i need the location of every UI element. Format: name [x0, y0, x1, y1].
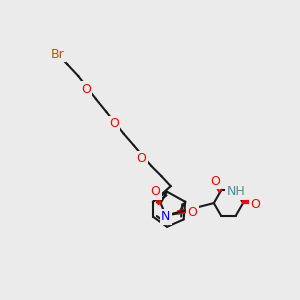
Text: O: O [81, 82, 91, 96]
Text: O: O [188, 206, 197, 219]
Text: O: O [250, 198, 260, 211]
Text: O: O [136, 152, 146, 165]
Text: O: O [150, 185, 160, 198]
Text: O: O [109, 117, 118, 130]
Text: NH: NH [226, 185, 245, 198]
Text: N: N [161, 210, 170, 224]
Text: Br: Br [51, 48, 64, 61]
Text: O: O [210, 175, 220, 188]
